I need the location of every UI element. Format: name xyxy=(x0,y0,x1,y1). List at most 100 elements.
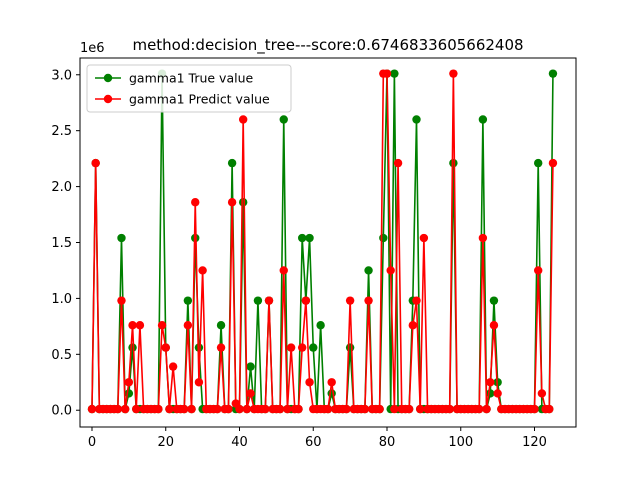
legend-marker-2 xyxy=(103,94,113,104)
series-1-point xyxy=(309,343,318,352)
series-2-point xyxy=(161,343,170,352)
legend: gamma1 True value gamma1 Predict value xyxy=(86,64,292,113)
series-2-point xyxy=(482,404,491,414)
series-2-point xyxy=(408,321,418,330)
series-2-point xyxy=(412,296,421,305)
series-2-point xyxy=(227,198,237,207)
axes-frame xyxy=(79,57,577,428)
series-2-point xyxy=(213,404,222,414)
series-2-point xyxy=(194,378,204,387)
series-1-point xyxy=(216,321,226,330)
y-tick-label: 2.5 xyxy=(51,124,72,139)
series-2-point xyxy=(474,404,484,414)
series-2-point xyxy=(286,343,296,352)
x-tick-label: 100 xyxy=(448,435,473,450)
y-tick-label: 1.5 xyxy=(51,236,72,251)
series-2-point xyxy=(323,404,333,414)
series-2-point xyxy=(493,389,502,398)
series-1-point xyxy=(316,321,325,330)
series-2-point xyxy=(87,404,97,414)
series-2-point xyxy=(419,233,429,243)
series-2-point xyxy=(530,404,539,414)
series-2-point xyxy=(154,404,163,414)
series-2-point xyxy=(179,404,189,414)
series-2-point xyxy=(393,158,403,168)
series-2-point xyxy=(113,404,122,414)
series-2-point xyxy=(242,404,252,414)
legend-label-1: gamma1 True value xyxy=(129,71,254,86)
series-2-point xyxy=(168,362,178,371)
plot-area: 0 20 40 60 80 100 120 0.0 0.5 1.0 1.5 2.0 2.5 3.0 xyxy=(51,68,558,450)
legend-marker-1 xyxy=(103,73,113,83)
x-tick-label: 40 xyxy=(231,435,248,450)
series-2-point xyxy=(297,343,307,352)
series-2-point xyxy=(238,115,248,124)
series-2-point xyxy=(91,158,100,168)
series-2-point xyxy=(275,404,285,414)
series-2-point xyxy=(382,69,392,78)
series-2-point xyxy=(360,404,370,414)
series-2-point xyxy=(294,404,303,414)
series-1-point xyxy=(345,343,355,352)
series-2-point xyxy=(135,321,145,330)
y-tick-label: 3.0 xyxy=(51,68,72,83)
series-2-point xyxy=(415,404,425,414)
series-2-point xyxy=(191,198,200,207)
series-2-point xyxy=(364,296,373,305)
series-2-point xyxy=(235,404,244,414)
y-tick-label: 2.0 xyxy=(51,180,72,195)
series-2-point xyxy=(386,266,395,275)
series-1-point xyxy=(246,362,255,371)
series-2-point xyxy=(124,378,134,387)
series-1-point xyxy=(489,296,499,305)
series-2-point xyxy=(128,321,137,330)
series-2-point xyxy=(283,404,292,414)
series-1-point xyxy=(412,115,421,124)
series-2-point xyxy=(183,321,193,330)
series-2-point xyxy=(390,404,399,414)
series-2-point xyxy=(537,389,547,398)
series-2-point xyxy=(548,158,558,168)
series-2-point xyxy=(534,266,543,275)
series-1-point xyxy=(117,233,126,243)
chart-title: method:decision_tree---score:0.674683360… xyxy=(132,36,523,55)
series-2-point xyxy=(375,404,384,414)
series-1-point xyxy=(486,389,495,398)
series-2-point xyxy=(327,378,336,387)
x-tick-label: 60 xyxy=(305,435,322,450)
series-2-point xyxy=(301,296,311,305)
series-2-point xyxy=(342,404,351,414)
series-1-point xyxy=(548,69,558,78)
y-offset-label: 1e6 xyxy=(80,41,105,56)
x-tick-label: 20 xyxy=(157,435,174,450)
series-2-point xyxy=(187,404,196,414)
series-2-point xyxy=(545,404,554,414)
series-1-point xyxy=(297,233,307,243)
x-tick-label: 80 xyxy=(379,435,396,450)
x-tick-label: 120 xyxy=(522,435,547,450)
series-1-point xyxy=(478,115,488,124)
series-1-point xyxy=(534,158,543,168)
series-2-point xyxy=(261,404,270,414)
series-2-point xyxy=(120,404,130,414)
series-1-point xyxy=(364,266,373,275)
series-1-point xyxy=(128,343,137,352)
series-2-point xyxy=(246,389,255,398)
series-1-point xyxy=(279,115,288,124)
series-2-point xyxy=(449,69,458,78)
series-1-point xyxy=(305,233,314,243)
series-2-point xyxy=(224,404,233,414)
series-1-point xyxy=(227,158,237,168)
series-2-point xyxy=(132,404,141,414)
series-2-point xyxy=(478,233,488,243)
series-2-point xyxy=(486,378,495,387)
series-2-point xyxy=(404,404,414,414)
series-2-point xyxy=(117,296,126,305)
series-2-point xyxy=(345,296,355,305)
series-2-point xyxy=(157,321,167,330)
series-2-point xyxy=(216,343,226,352)
y-tick-label: 0.5 xyxy=(51,348,72,363)
series-1-point xyxy=(253,296,263,305)
series-2-point xyxy=(264,296,274,305)
